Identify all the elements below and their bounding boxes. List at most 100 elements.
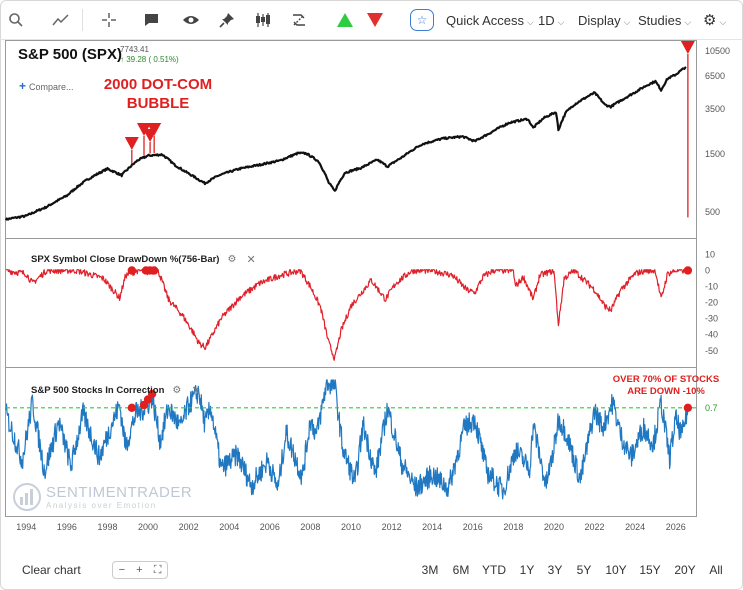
correction-axis-tick-label: 0.7 [705,403,718,413]
range-button-15y[interactable]: 15Y [639,563,661,577]
gear-icon: ⚙ [703,12,717,29]
watermark: SENTIMENTRADER Analysis over Emotion [12,482,192,512]
eye-icon[interactable] [180,8,202,32]
price-panel [5,40,697,238]
range-button-3m[interactable]: 3M [421,563,439,577]
drawdown-panel [5,238,697,367]
over70-annotation-line1: OVER 70% OF STOCKS [612,374,720,385]
drawdown-axis-tick-label: -10 [705,282,718,292]
search-icon[interactable] [6,8,26,32]
interval-label: 1D [538,13,555,28]
x-tick-label: 2020 [543,522,564,532]
close-icon[interactable]: ✕ [246,254,256,266]
watermark-tagline: Analysis over Emotion [46,501,157,510]
range-button-10y[interactable]: 10Y [605,563,627,577]
studies-label: Studies [638,13,682,28]
plus-icon: + [19,79,27,93]
correction-line [5,379,689,500]
x-tick-label: 1994 [16,522,37,532]
chevron-down-icon: ⌵ [623,17,631,27]
price-axis-tick-label: 1500 [705,149,725,159]
over70-annotation-line2: ARE DOWN -10% [627,386,705,397]
range-button-all[interactable]: All [709,563,723,577]
crosshair-icon[interactable] [98,8,120,32]
up-arrow-icon: ↑ [120,55,124,64]
signal-arrow-marker [124,137,139,150]
page-title: S&P 500 (SPX) [18,46,122,63]
trend-line-icon[interactable] [50,8,72,32]
last-price: 7743.41 [120,45,149,54]
range-button-3y[interactable]: 3Y [547,563,563,577]
x-tick-label: 1998 [97,522,118,532]
spx-price-line [4,66,687,221]
display-menu[interactable]: Display ⌵ [578,13,630,28]
price-change: ↑ 39.28 ( 0.51%) [120,55,179,65]
display-label: Display [578,13,621,28]
compare-button[interactable]: + Compare... [19,79,74,93]
range-button-1y[interactable]: 1Y [519,563,535,577]
star-icon[interactable]: ☆ [410,9,434,31]
toolbar: ☆ Quick Access ⌵ 1D ⌵ Display ⌵ Studies ⌵ ⚙ ⌵ [0,0,743,40]
x-tick-label: 2004 [219,522,240,532]
correction-signal-dot [127,403,137,412]
range-button-20y[interactable]: 20Y [674,563,696,577]
compare-label: Compare... [29,82,74,92]
pin-icon[interactable] [216,8,238,32]
sentimentrader-logo-icon [13,483,41,511]
watermark-brand: SENTIMENTRADER [46,484,193,501]
interval-menu[interactable]: 1D ⌵ [538,13,564,28]
x-tick-label: 2000 [138,522,159,532]
drawdown-signal-dot [149,266,159,275]
x-tick-label: 2012 [381,522,402,532]
fit-icon[interactable]: ⛶ [153,563,162,576]
gear-icon[interactable]: ⚙ [227,254,237,265]
x-tick-label: 2008 [300,522,321,532]
x-tick-label: 2024 [625,522,646,532]
x-tick-label: 2010 [340,522,362,532]
comment-icon[interactable] [140,8,162,32]
x-tick-label: 2018 [503,522,524,532]
signal-arrow-marker [680,41,695,54]
close-icon[interactable]: ✕ [191,385,201,397]
drawdown-axis-tick-label: -40 [705,330,718,340]
compare-paths-icon[interactable] [288,8,310,32]
price-change-value: 39.28 ( 0.51%) [126,55,179,64]
zoom-in-button[interactable]: + [136,564,143,576]
quick-access-menu[interactable]: Quick Access ⌵ [446,13,534,28]
correction-panel [5,367,697,517]
studies-menu[interactable]: Studies ⌵ [638,13,691,28]
candlestick-icon[interactable] [252,8,274,32]
zoom-controls: − + ⛶ [112,561,168,579]
correction-panel-title: S&P 500 Stocks In Correction ⚙ ✕ [31,384,201,397]
drawdown-panel-title: SPX Symbol Close DrawDown %(756-Bar) ⚙ ✕ [31,253,256,266]
buy-arrow-icon[interactable] [334,8,356,32]
signal-arrow-marker [147,123,162,136]
sell-arrow-icon[interactable] [364,8,386,32]
zoom-out-button[interactable]: − [118,564,125,576]
range-button-5y[interactable]: 5Y [576,563,592,577]
price-axis-tick-label: 500 [705,207,720,217]
correction-signal-dot [683,403,693,412]
price-axis-tick-label: 6500 [705,71,725,81]
x-tick-label: 2022 [584,522,605,532]
drawdown-axis-tick-label: -50 [705,346,718,356]
quick-access-label: Quick Access [446,13,525,28]
x-tick-label: 2016 [462,522,483,532]
drawdown-axis-tick-label: -30 [705,314,718,324]
dotcom-annotation: 2000 DOT-COM BUBBLE [98,75,218,113]
dotcom-annotation-line1: 2000 DOT-COM [103,76,213,93]
range-button-ytd[interactable]: YTD [482,563,506,577]
correction-signal-dot [147,389,157,399]
clear-chart-button[interactable]: Clear chart [22,563,81,577]
drawdown-axis-tick-label: 10 [705,249,715,259]
settings-menu[interactable]: ⚙ ⌵ [703,11,726,29]
gear-icon[interactable]: ⚙ [172,385,182,396]
chevron-down-icon: ⌵ [719,17,727,27]
drawdown-signal-dot [127,266,137,275]
chevron-down-icon: ⌵ [557,17,565,27]
range-button-6m[interactable]: 6M [452,563,470,577]
correction-title-text: S&P 500 Stocks In Correction [31,385,165,396]
x-tick-label: 2002 [178,522,199,532]
drawdown-axis-tick-label: 0 [705,265,710,275]
